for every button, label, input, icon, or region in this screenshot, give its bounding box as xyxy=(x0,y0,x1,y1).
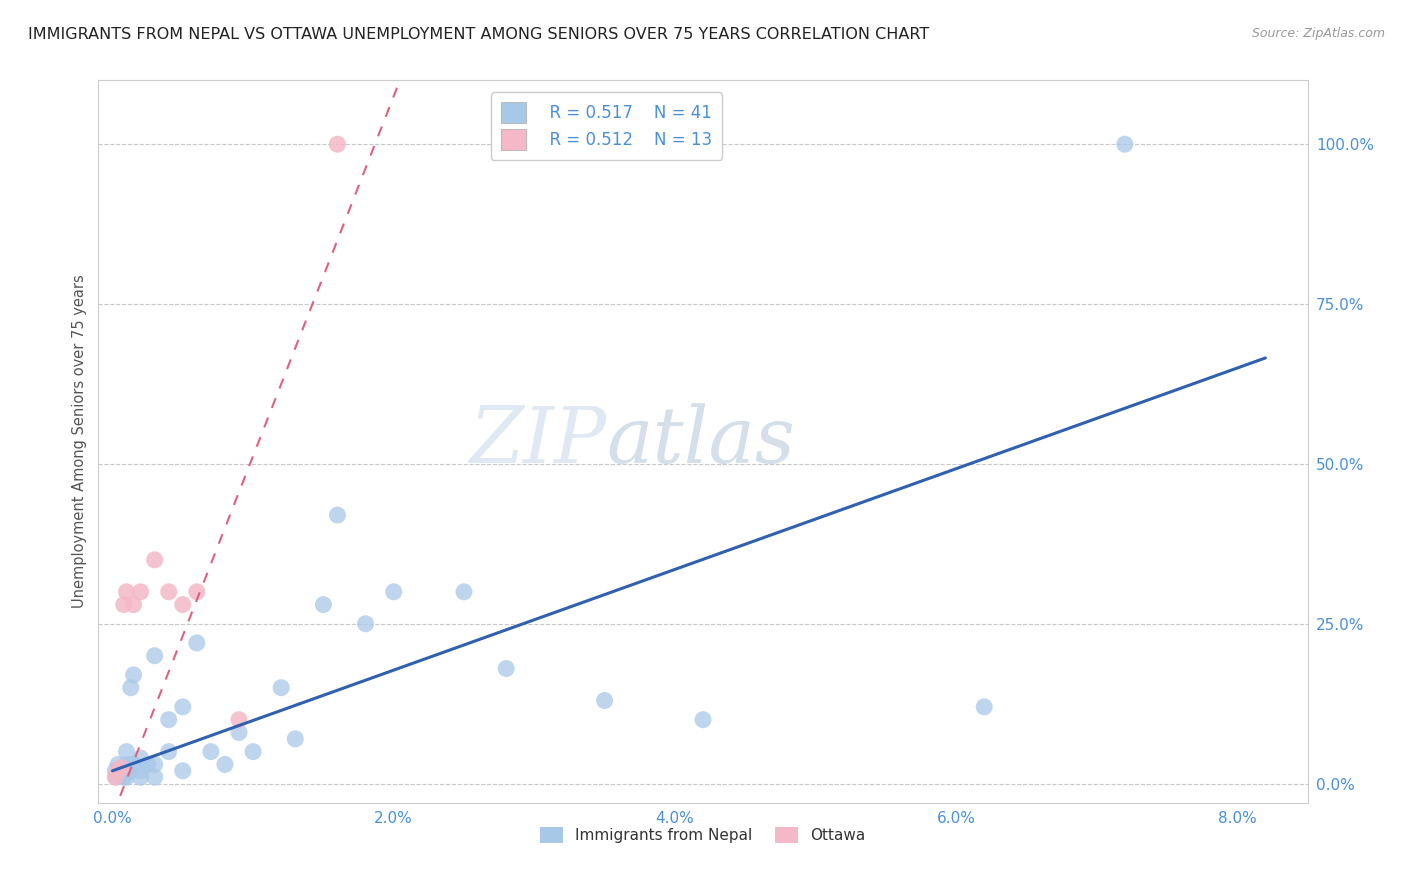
Point xyxy=(105,770,128,784)
Point xyxy=(157,713,180,727)
Point xyxy=(129,584,152,599)
Point xyxy=(118,764,141,778)
Point xyxy=(122,668,145,682)
Point xyxy=(108,764,131,778)
Point xyxy=(242,745,264,759)
Point xyxy=(112,770,135,784)
Point xyxy=(129,751,152,765)
Point xyxy=(172,699,194,714)
Point xyxy=(136,757,159,772)
Point xyxy=(692,713,714,727)
Point xyxy=(200,745,222,759)
Point xyxy=(186,584,208,599)
Point xyxy=(172,598,194,612)
Point xyxy=(270,681,292,695)
Point xyxy=(104,764,127,778)
Text: Source: ZipAtlas.com: Source: ZipAtlas.com xyxy=(1251,27,1385,40)
Y-axis label: Unemployment Among Seniors over 75 years: Unemployment Among Seniors over 75 years xyxy=(72,275,87,608)
Point xyxy=(453,584,475,599)
Point xyxy=(143,648,166,663)
Text: ZIP: ZIP xyxy=(470,403,606,480)
Point xyxy=(326,508,349,522)
Point xyxy=(284,731,307,746)
Point xyxy=(228,713,250,727)
Point xyxy=(326,137,349,152)
Point xyxy=(143,553,166,567)
Point xyxy=(110,767,132,781)
Point xyxy=(495,661,517,675)
Point xyxy=(112,598,135,612)
Point xyxy=(143,770,166,784)
Point xyxy=(228,725,250,739)
Point xyxy=(973,699,995,714)
Point xyxy=(1114,137,1136,152)
Point xyxy=(214,757,236,772)
Point xyxy=(115,745,138,759)
Point xyxy=(122,757,145,772)
Point xyxy=(157,745,180,759)
Point xyxy=(129,764,152,778)
Text: atlas: atlas xyxy=(606,403,794,480)
Point xyxy=(115,757,138,772)
Point xyxy=(354,616,377,631)
Point xyxy=(172,764,194,778)
Text: IMMIGRANTS FROM NEPAL VS OTTAWA UNEMPLOYMENT AMONG SENIORS OVER 75 YEARS CORRELA: IMMIGRANTS FROM NEPAL VS OTTAWA UNEMPLOY… xyxy=(28,27,929,42)
Point xyxy=(110,761,132,775)
Legend: Immigrants from Nepal, Ottawa: Immigrants from Nepal, Ottawa xyxy=(534,822,872,849)
Point xyxy=(382,584,405,599)
Point xyxy=(104,770,127,784)
Point xyxy=(120,681,142,695)
Point xyxy=(122,598,145,612)
Point xyxy=(107,757,129,772)
Point xyxy=(143,757,166,772)
Point xyxy=(186,636,208,650)
Point xyxy=(115,770,138,784)
Point xyxy=(115,584,138,599)
Point xyxy=(157,584,180,599)
Point xyxy=(129,770,152,784)
Point xyxy=(593,693,616,707)
Point xyxy=(312,598,335,612)
Point xyxy=(107,764,129,778)
